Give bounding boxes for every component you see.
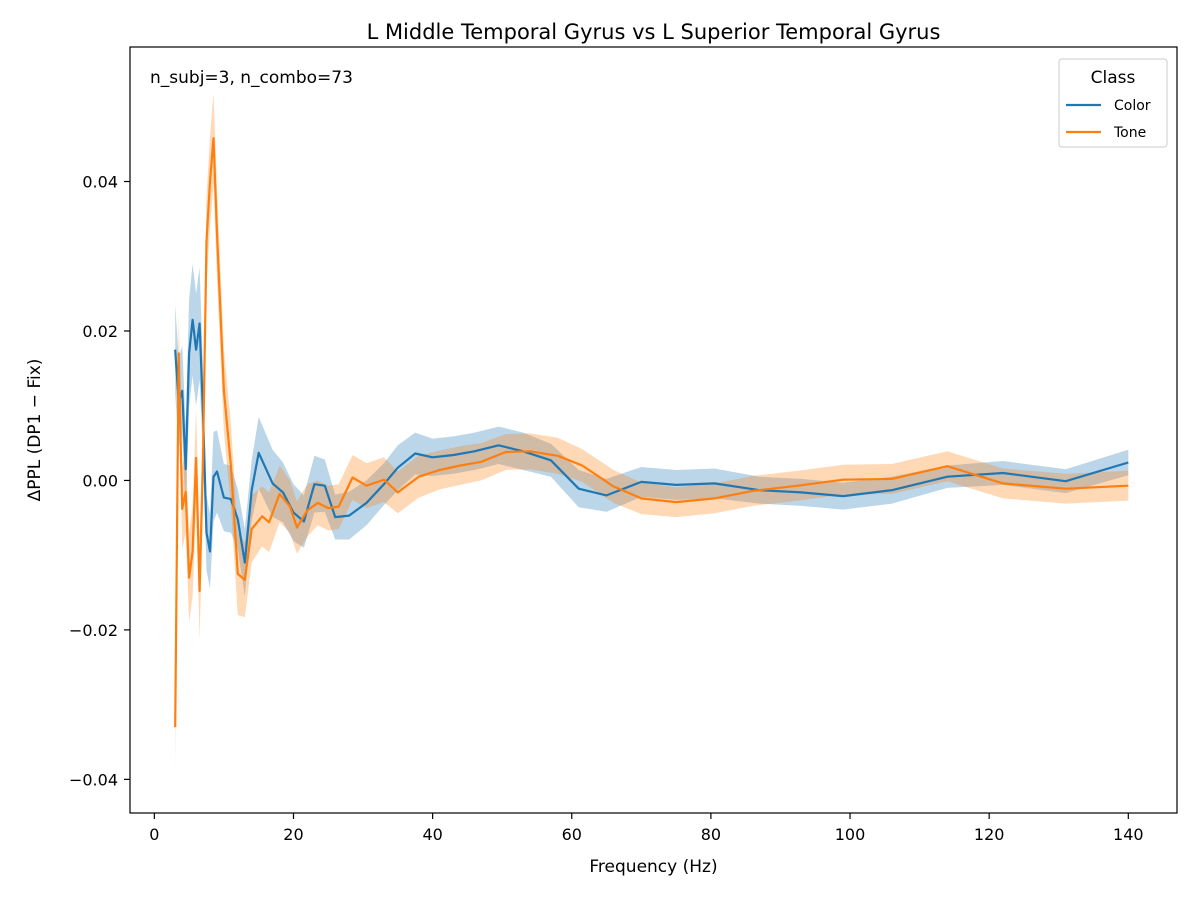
- x-tick-label: 20: [283, 825, 303, 844]
- y-tick-label: −0.04: [69, 770, 118, 789]
- x-tick-label: 80: [701, 825, 721, 844]
- x-tick-label: 140: [1113, 825, 1144, 844]
- plot-frame: [129, 46, 1178, 814]
- legend: Class Color Tone: [1058, 58, 1168, 148]
- y-tick-label: 0.00: [82, 471, 118, 490]
- x-tick-label: 100: [835, 825, 866, 844]
- series-lines: [174, 137, 1129, 728]
- legend-label-color: Color: [1114, 98, 1151, 114]
- x-tick-label: 0: [149, 825, 159, 844]
- band-tone: [175, 93, 1129, 769]
- y-tick-label: −0.02: [69, 621, 118, 640]
- y-tick-label: 0.04: [82, 173, 118, 192]
- x-axis-label: Frequency (Hz): [589, 857, 717, 877]
- x-tick-label: 120: [974, 825, 1005, 844]
- legend-label-tone: Tone: [1113, 125, 1146, 141]
- x-axis: 0 20 40 60 80 100 120 140: [149, 813, 1144, 844]
- y-axis-label: ΔPPL (DP1 − Fix): [25, 359, 45, 502]
- series-line-color: [174, 318, 1129, 564]
- x-tick-label: 60: [562, 825, 582, 844]
- series-line-tone: [174, 137, 1129, 728]
- y-axis: −0.04 −0.02 0.00 0.02 0.04: [69, 173, 130, 789]
- y-tick-label: 0.02: [82, 322, 118, 341]
- legend-title: Class: [1091, 68, 1136, 88]
- legend-box: [1058, 58, 1168, 148]
- sample-size-annotation: n_subj=3, n_combo=73: [150, 68, 353, 88]
- legend-entries: Color Tone: [1066, 98, 1151, 141]
- chart-title: L Middle Temporal Gyrus vs L Superior Te…: [367, 20, 941, 44]
- band-color: [175, 263, 1129, 597]
- confidence-bands: [175, 93, 1129, 769]
- x-tick-label: 40: [422, 825, 442, 844]
